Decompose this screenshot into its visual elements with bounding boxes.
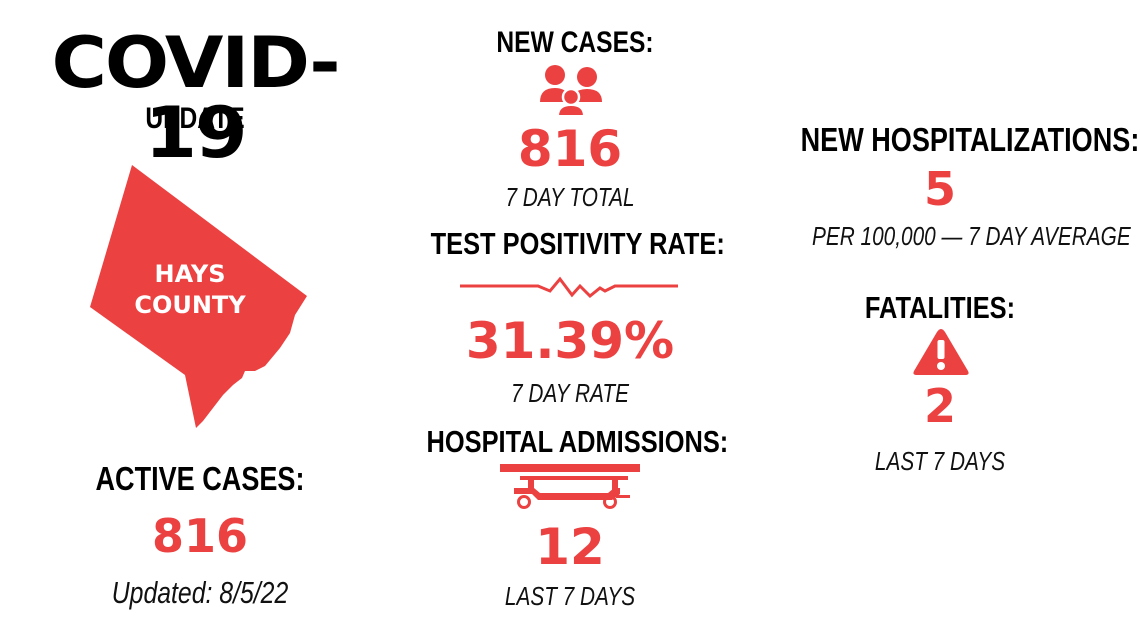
test-positivity-label: TEST POSITIVITY RATE:: [430, 226, 725, 261]
new-cases-label: NEW CASES:: [496, 26, 654, 59]
new-cases-caption: 7 DAY TOTAL: [505, 182, 635, 212]
active-cases-value: 816: [151, 509, 249, 563]
test-positivity-caption: 7 DAY RATE: [511, 378, 629, 408]
people-group-icon: [538, 64, 604, 116]
warning-triangle-icon: [912, 327, 970, 377]
new-cases-value: 816: [517, 120, 623, 178]
new-hospitalizations-label: NEW HOSPITALIZATIONS:: [800, 121, 1140, 158]
updated-date: Updated: 8/5/22: [111, 575, 289, 610]
county-shape-icon: [90, 165, 307, 428]
hospital-admissions-caption: LAST 7 DAYS: [504, 581, 636, 611]
new-hospitalizations-value: 5: [923, 162, 956, 216]
page-subtitle: UPDATE: [145, 102, 245, 135]
new-hospitalizations-caption: PER 100,000 — 7 DAY AVERAGE: [812, 221, 1131, 251]
fatalities-label: FATALITIES:: [864, 290, 1016, 325]
fatalities-value: 2: [923, 379, 956, 433]
zigzag-line-icon: [460, 274, 678, 300]
county-name-line1: HAYS: [154, 260, 226, 288]
hospital-admissions-value: 12: [535, 518, 605, 576]
county-map: HAYS COUNTY: [85, 163, 315, 428]
county-name-line2: COUNTY: [134, 291, 246, 319]
hospital-stretcher-icon: [498, 462, 642, 510]
test-positivity-value: 31.39%: [465, 312, 675, 370]
page-title: COVID-19: [51, 22, 341, 174]
fatalities-caption: LAST 7 DAYS: [874, 446, 1006, 476]
hospital-admissions-label: HOSPITAL ADMISSIONS:: [426, 424, 729, 459]
active-cases-label: ACTIVE CASES:: [95, 460, 305, 497]
